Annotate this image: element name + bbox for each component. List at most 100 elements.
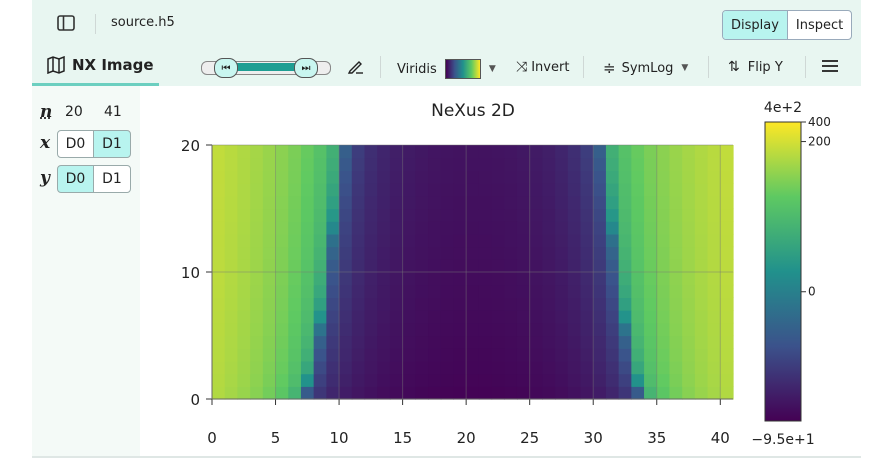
heatmap-cell bbox=[644, 221, 658, 235]
heatmap-cell bbox=[605, 145, 620, 159]
heatmap-cell bbox=[580, 195, 594, 210]
x-d1-button[interactable]: D1 bbox=[93, 130, 131, 158]
heatmap-cell bbox=[415, 310, 429, 324]
heatmap-cell bbox=[440, 322, 455, 337]
slider-min-handle[interactable]: ⏮ bbox=[214, 58, 238, 78]
heatmap-cell bbox=[694, 297, 709, 311]
x-d0-button[interactable]: D0 bbox=[57, 130, 94, 158]
heatmap-cell bbox=[682, 322, 696, 337]
heatmap-cell bbox=[250, 233, 264, 248]
heatmap-cell bbox=[415, 360, 429, 375]
heatmap-cell bbox=[529, 170, 543, 184]
heatmap-cell bbox=[491, 348, 505, 362]
heatmap-cell bbox=[428, 373, 442, 387]
heatmap-cell bbox=[288, 373, 302, 387]
inspect-button[interactable]: Inspect bbox=[795, 17, 844, 33]
heatmap-cell bbox=[542, 246, 556, 260]
heatmap-cell bbox=[224, 145, 239, 159]
heatmap-cell bbox=[453, 297, 467, 311]
heatmap-cell bbox=[453, 373, 467, 387]
heatmap-cell bbox=[504, 233, 518, 248]
heatmap-cell bbox=[478, 335, 493, 349]
heatmap-cell bbox=[478, 170, 493, 184]
heatmap-cell bbox=[300, 373, 315, 387]
heatmap-cell bbox=[364, 272, 378, 286]
heatmap-cell bbox=[326, 297, 340, 311]
heatmap-cell bbox=[720, 272, 734, 286]
colormap-selector[interactable]: Viridis ▼ bbox=[397, 59, 496, 79]
heatmap-cell bbox=[440, 170, 455, 184]
heatmap-cell bbox=[377, 322, 391, 337]
heatmap-cell bbox=[288, 183, 302, 197]
heatmap-cell bbox=[466, 145, 480, 159]
heatmap-cell bbox=[631, 157, 645, 171]
sidebar-toggle-icon[interactable] bbox=[56, 13, 76, 33]
heatmap-cell bbox=[656, 386, 671, 400]
heatmap-cell bbox=[326, 335, 340, 349]
heatmap-cell bbox=[212, 170, 226, 184]
heatmap-cell bbox=[428, 297, 442, 311]
heatmap-cell bbox=[313, 233, 327, 248]
heatmap-cell bbox=[567, 157, 582, 171]
heatmap-cell bbox=[212, 373, 226, 387]
heatmap-cell bbox=[300, 360, 315, 375]
invert-button[interactable]: ⤨ Invert bbox=[516, 59, 569, 75]
y-d0-button[interactable]: D0 bbox=[57, 165, 94, 193]
heatmap-cell bbox=[618, 272, 632, 286]
menu-icon[interactable] bbox=[820, 57, 840, 75]
heatmap-cell bbox=[275, 284, 289, 298]
heatmap-cell bbox=[326, 373, 340, 387]
chevron-down-icon: ▼ bbox=[488, 64, 496, 74]
heatmap-cell bbox=[313, 360, 327, 375]
heatmap-cell bbox=[351, 233, 366, 248]
heatmap-cell bbox=[478, 272, 493, 286]
edit-icon[interactable] bbox=[347, 57, 365, 75]
heatmap-cell bbox=[300, 348, 315, 362]
heatmap-cell bbox=[504, 221, 518, 235]
heatmap-cell bbox=[555, 348, 569, 362]
heatmap-cell bbox=[250, 348, 264, 362]
heatmap-cell bbox=[707, 259, 721, 273]
scale-selector[interactable]: ≑ SymLog ▼ bbox=[603, 59, 688, 77]
heatmap-cell bbox=[618, 335, 632, 349]
heatmap-cell bbox=[644, 259, 658, 273]
slider-max-handle[interactable]: ⏭ bbox=[294, 58, 318, 78]
heatmap-cell bbox=[504, 246, 518, 260]
map-icon bbox=[47, 56, 65, 74]
heatmap-cell bbox=[339, 259, 353, 273]
heatmap-cell bbox=[567, 221, 582, 235]
heatmap-cell bbox=[491, 373, 505, 387]
heatmap-cell bbox=[428, 170, 442, 184]
heatmap-cell bbox=[605, 322, 620, 337]
colorbar-gradient bbox=[764, 121, 802, 422]
heatmap-cell bbox=[440, 310, 455, 324]
heatmap-cell bbox=[682, 360, 696, 375]
heatmap-cell bbox=[555, 221, 569, 235]
heatmap-cell bbox=[593, 348, 607, 362]
heatmap-cell bbox=[707, 348, 721, 362]
flip-y-button[interactable]: ⇅ Flip Y bbox=[728, 59, 783, 75]
heatmap-cell bbox=[644, 246, 658, 260]
heatmap-cell bbox=[707, 322, 721, 337]
heatmap-cell bbox=[212, 208, 226, 222]
heatmap-cell bbox=[605, 335, 620, 349]
heatmap-cell bbox=[212, 246, 226, 260]
heatmap-cell bbox=[542, 233, 556, 248]
heatmap-cell bbox=[682, 183, 696, 197]
heatmap-cell bbox=[694, 335, 709, 349]
x-tick-label: 30 bbox=[584, 429, 603, 447]
heatmap-cell bbox=[669, 272, 683, 286]
heatmap-cell bbox=[466, 157, 480, 171]
tab-nx-image[interactable]: NX Image bbox=[46, 56, 154, 74]
heatmap-cell bbox=[389, 246, 404, 260]
heatmap-cell bbox=[237, 195, 251, 210]
y-d1-button[interactable]: D1 bbox=[93, 165, 131, 193]
heatmap-cell bbox=[656, 373, 671, 387]
heatmap-cell bbox=[250, 335, 264, 349]
heatmap-cell bbox=[313, 284, 327, 298]
display-button[interactable]: Display bbox=[723, 11, 788, 39]
heatmap-cell bbox=[478, 297, 493, 311]
heatmap-cell bbox=[364, 322, 378, 337]
heatmap-cell bbox=[644, 170, 658, 184]
